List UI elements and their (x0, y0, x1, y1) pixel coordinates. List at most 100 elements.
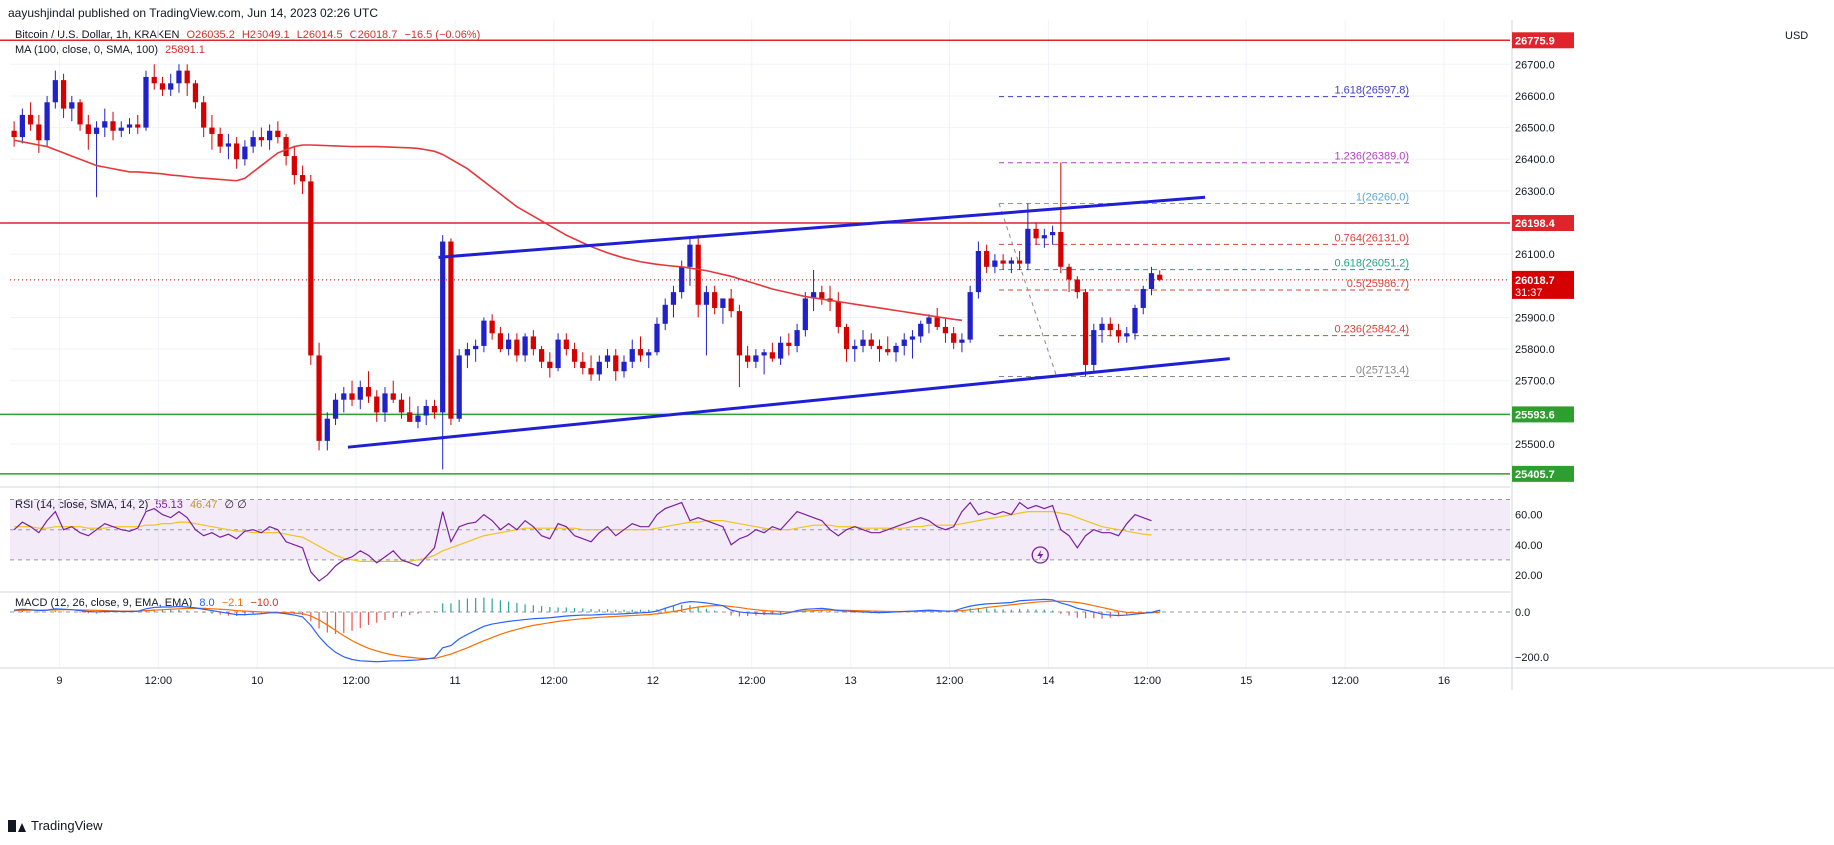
candle-body (423, 406, 429, 416)
candle-body (860, 339, 866, 346)
candle-body (225, 143, 232, 147)
open-value: O26035.2 (186, 29, 235, 41)
candle-body (835, 301, 841, 327)
candle-body (151, 76, 157, 84)
candle-body (464, 349, 471, 356)
candle-body (176, 70, 182, 84)
macd-line (14, 598, 1160, 663)
brand-name: TradingView (31, 818, 103, 833)
candle-body (843, 326, 850, 350)
candle-body (613, 355, 619, 372)
candle-body (242, 146, 248, 160)
price-tick-label: 25500.0 (1515, 439, 1555, 451)
candle-body (736, 311, 743, 356)
time-tick-label: 12:00 (1331, 675, 1359, 687)
rsi-label[interactable]: RSI (14, close, SMA, 14, 2) (15, 499, 149, 511)
candle-body (1074, 279, 1080, 293)
price-tick-label: 25800.0 (1515, 344, 1555, 356)
candle-body (1016, 260, 1023, 264)
rsi-tick-label: 40.00 (1515, 540, 1543, 552)
candle-body (646, 352, 652, 356)
candle-body (102, 121, 108, 128)
candle-body (1049, 232, 1056, 236)
candle-body (258, 137, 264, 141)
candle-body (629, 349, 635, 362)
macd-signal-value: −2.1 (221, 597, 244, 609)
candle-body (563, 339, 569, 350)
candle-body (901, 339, 907, 346)
rsi-tick-label: 20.00 (1515, 570, 1543, 582)
candle-body (283, 137, 289, 157)
support-1-label: 25593.6 (1515, 409, 1555, 421)
price-tick-label: 26600.0 (1515, 91, 1555, 103)
candle-body (604, 355, 611, 362)
candle-body (514, 339, 520, 356)
candle-body (234, 143, 240, 160)
support-1-tag (1512, 406, 1574, 423)
candle-body (753, 355, 759, 362)
candle-body (217, 133, 223, 147)
time-tick-label: 14 (1042, 675, 1054, 687)
candle-body (1107, 323, 1113, 331)
time-tick-label: 15 (1240, 675, 1252, 687)
publish-info: aayushjindal published on TradingView.co… (8, 6, 379, 20)
candle-body (1115, 330, 1122, 337)
tradingview-logo[interactable]: TradingView (8, 818, 103, 833)
candle-body (1124, 333, 1130, 337)
candle-body (36, 124, 42, 141)
candle-body (431, 406, 438, 413)
candle-body (275, 130, 281, 138)
high-value: H26049.1 (241, 29, 290, 41)
rsi-extra: ∅ ∅ (224, 499, 247, 511)
ma-label[interactable]: MA (100, close, 0, SMA, 100) (15, 44, 159, 56)
candle-body (728, 298, 734, 312)
candle-body (852, 345, 858, 350)
candle-body (110, 121, 116, 131)
candle-body (69, 102, 75, 109)
candle-body (918, 323, 924, 337)
fib-level-label: 0(25713.4) (1356, 364, 1409, 376)
fib-level-label: 0.618(26051.2) (1334, 258, 1409, 270)
candle-body (415, 415, 421, 422)
price-tick-label: 26300.0 (1515, 186, 1555, 198)
candle-body (209, 127, 215, 134)
fib-level-label: 0.5(25986.7) (1347, 278, 1409, 290)
candle-body (810, 292, 817, 299)
lightning-glyph (1037, 550, 1044, 560)
candle-body (745, 355, 751, 362)
candle-body (670, 292, 677, 305)
candle-body (662, 304, 668, 324)
candle-body (769, 352, 775, 359)
candle-body (506, 339, 512, 350)
resistance-1-tag (1512, 32, 1574, 49)
candle-body (481, 320, 487, 346)
symbol-label[interactable]: Bitcoin / U.S. Dollar, 1h, KRAKEN (15, 29, 180, 41)
candle-body (695, 244, 701, 305)
candle-body (538, 349, 545, 362)
time-tick-label: 11 (449, 675, 460, 687)
candle-body (588, 368, 594, 375)
candle-body (761, 352, 767, 356)
price-tick-label: 26400.0 (1515, 154, 1555, 166)
macd-value: 8.0 (199, 597, 215, 609)
candle-body (975, 251, 982, 293)
candle-body (687, 244, 693, 267)
candle-body (357, 387, 363, 400)
tradingview-logo-icon (8, 819, 26, 832)
candle-body (909, 336, 916, 340)
price-tick-label: 26700.0 (1515, 59, 1555, 71)
time-tick-label: 12:00 (145, 675, 173, 687)
candle-body (794, 330, 800, 346)
price-tick-label: 26500.0 (1515, 123, 1555, 135)
candle-body (19, 114, 25, 138)
candle-body (893, 345, 899, 353)
candle-body (530, 336, 536, 350)
candle-body (332, 399, 339, 419)
candle-body (390, 393, 396, 400)
candle-body (1033, 228, 1039, 239)
candle-body (11, 130, 17, 138)
candle-body (118, 127, 124, 131)
time-tick-label: 12 (647, 675, 659, 687)
candle-body (316, 355, 322, 441)
